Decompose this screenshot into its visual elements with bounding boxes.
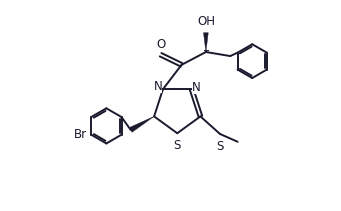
Text: OH: OH [197,15,215,28]
Text: N: N [153,80,162,93]
Text: N: N [192,81,201,94]
Text: S: S [173,139,181,152]
Text: S: S [216,140,224,153]
Text: O: O [156,38,165,51]
Polygon shape [204,33,208,52]
Text: Br: Br [74,128,87,141]
Polygon shape [129,116,154,132]
